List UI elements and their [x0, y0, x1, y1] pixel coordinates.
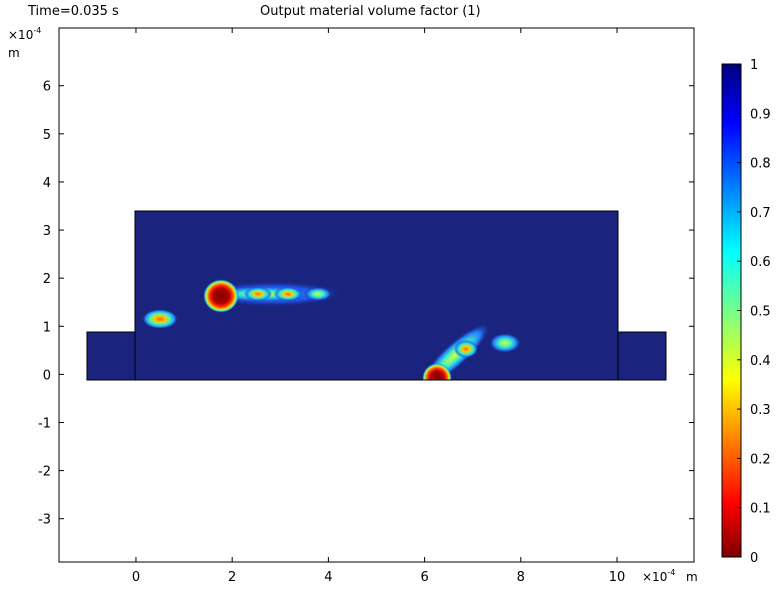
y-tick-label: 2 [43, 272, 51, 287]
streak-blob-b [274, 287, 302, 301]
y-tick-label: 6 [43, 80, 51, 95]
y-tick-label: 3 [43, 224, 51, 239]
time-label: Time=0.035 s [28, 4, 119, 19]
droplet-bottom [422, 363, 452, 380]
colorbar-tick-label: 0 [750, 551, 758, 566]
domain-field [87, 211, 666, 380]
colorbar-tick-label: 1 [750, 58, 758, 73]
y-axis: -3 -2 -1 0 1 2 3 4 5 6 [38, 80, 694, 528]
x-tick-label: 8 [517, 570, 525, 585]
y-tick-label: 4 [43, 176, 51, 191]
x-tick-label: 4 [324, 570, 332, 585]
plot-title: Output material volume factor (1) [260, 4, 481, 19]
x-tick-label: 6 [420, 570, 428, 585]
x-axis-unit: m [686, 570, 698, 584]
colorbar-tick-label: 0.7 [750, 206, 771, 221]
colorbar-tick-label: 0.4 [750, 354, 771, 369]
y-tick-label: -1 [38, 416, 51, 431]
streak-blob-c [304, 287, 332, 301]
y-tick-label: 0 [43, 368, 51, 383]
colorbar-ticks: 0 0.1 0.2 0.3 0.4 0.5 0.6 0.7 0.8 0.9 1 [737, 58, 771, 566]
y-tick-label: -2 [38, 465, 51, 480]
x-tick-label: 10 [609, 570, 626, 585]
y-axis-unit: m [8, 46, 20, 60]
x-tick-label: 2 [228, 570, 236, 585]
colorbar-tick-label: 0.5 [750, 305, 771, 320]
x-tick-label: 0 [132, 570, 140, 585]
y-tick-label: 1 [43, 320, 51, 335]
y-axis-scale: ×10-4 [8, 26, 41, 42]
colorbar-tick-label: 0.1 [750, 502, 771, 517]
y-tick-label: 5 [43, 128, 51, 143]
droplet-small-left [142, 309, 178, 329]
colorbar-tick-label: 0.8 [750, 157, 771, 172]
streak-blob-a [244, 287, 272, 301]
domain-background [87, 211, 666, 380]
colorbar-tick-label: 0.2 [750, 452, 771, 467]
y-tick-label: -3 [38, 513, 51, 528]
droplet-main [203, 279, 239, 313]
droplet-lower-upper [454, 340, 478, 358]
colorbar-tick-label: 0.6 [750, 255, 771, 270]
geometry-outlines [86, 210, 667, 381]
geometry-center-block [134, 210, 619, 381]
colorbar-tick-label: 0.9 [750, 107, 771, 122]
geometry-right-block [617, 331, 667, 381]
x-axis-scale: ×10-4 [642, 568, 675, 584]
x-axis: 0 2 4 6 8 10 [132, 28, 625, 585]
droplet-small-right [489, 333, 521, 353]
colorbar-tick-label: 0.3 [750, 403, 771, 418]
